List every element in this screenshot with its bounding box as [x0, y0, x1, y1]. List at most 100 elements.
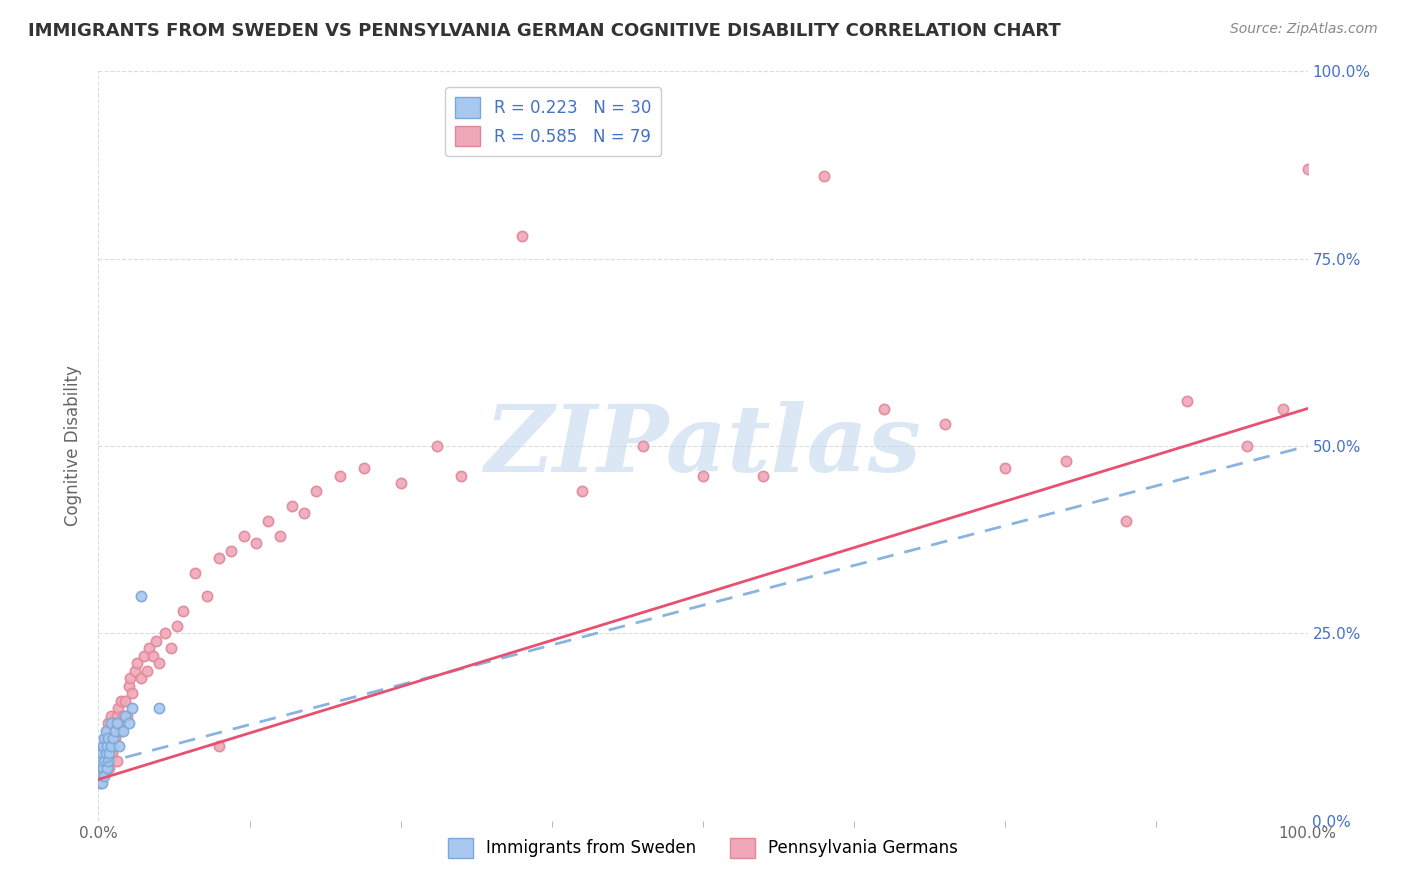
Point — [96, 739, 118, 753]
Point — [93, 754, 115, 768]
Point — [91, 769, 114, 783]
Point — [873, 401, 896, 416]
Point — [208, 551, 231, 566]
Point — [329, 469, 352, 483]
Point — [98, 761, 121, 775]
Point — [107, 701, 129, 715]
Point — [89, 761, 111, 775]
Point — [105, 754, 128, 768]
Point — [172, 604, 194, 618]
Point — [90, 761, 112, 775]
Point — [134, 648, 156, 663]
Point — [101, 731, 124, 746]
Point — [103, 723, 125, 738]
Point — [96, 723, 118, 738]
Point — [108, 723, 131, 738]
Point — [934, 417, 956, 431]
Point — [91, 746, 114, 760]
Point — [96, 746, 118, 760]
Point — [101, 716, 124, 731]
Point — [389, 476, 412, 491]
Point — [269, 529, 291, 543]
Point — [93, 769, 115, 783]
Point — [256, 514, 278, 528]
Point — [813, 169, 835, 184]
Point — [108, 716, 131, 731]
Point — [111, 723, 134, 738]
Point — [105, 716, 128, 731]
Point — [114, 694, 136, 708]
Point — [89, 776, 111, 790]
Point — [105, 708, 128, 723]
Point — [100, 708, 122, 723]
Point — [100, 746, 122, 760]
Point — [510, 229, 533, 244]
Point — [138, 641, 160, 656]
Point — [94, 731, 117, 746]
Text: IMMIGRANTS FROM SWEDEN VS PENNSYLVANIA GERMAN COGNITIVE DISABILITY CORRELATION C: IMMIGRANTS FROM SWEDEN VS PENNSYLVANIA G… — [28, 22, 1062, 40]
Point — [121, 701, 143, 715]
Point — [292, 507, 315, 521]
Point — [97, 716, 120, 731]
Point — [104, 731, 127, 746]
Point — [160, 641, 183, 656]
Point — [90, 769, 112, 783]
Point — [94, 746, 117, 760]
Point — [450, 469, 472, 483]
Point — [148, 657, 170, 671]
Point — [208, 739, 231, 753]
Point — [221, 544, 243, 558]
Point — [129, 671, 152, 685]
Point — [166, 619, 188, 633]
Point — [631, 439, 654, 453]
Point — [97, 731, 120, 746]
Point — [91, 754, 114, 768]
Point — [91, 746, 114, 760]
Point — [121, 686, 143, 700]
Point — [108, 739, 131, 753]
Point — [1296, 161, 1319, 176]
Point — [93, 739, 115, 753]
Point — [124, 664, 146, 678]
Point — [692, 469, 714, 483]
Point — [100, 716, 122, 731]
Point — [117, 708, 139, 723]
Point — [232, 529, 254, 543]
Point — [145, 633, 167, 648]
Point — [101, 739, 124, 753]
Point — [97, 754, 120, 768]
Point — [93, 731, 115, 746]
Point — [93, 754, 115, 768]
Point — [129, 589, 152, 603]
Point — [98, 746, 121, 760]
Y-axis label: Cognitive Disability: Cognitive Disability — [65, 366, 83, 526]
Point — [184, 566, 207, 581]
Point — [100, 739, 122, 753]
Point — [94, 723, 117, 738]
Point — [195, 589, 218, 603]
Point — [994, 461, 1017, 475]
Point — [305, 483, 328, 498]
Point — [118, 671, 141, 685]
Point — [353, 461, 375, 475]
Point — [1236, 439, 1258, 453]
Point — [245, 536, 267, 550]
Point — [118, 716, 141, 731]
Point — [1115, 514, 1137, 528]
Point — [91, 739, 114, 753]
Point — [96, 761, 118, 775]
Text: Source: ZipAtlas.com: Source: ZipAtlas.com — [1230, 22, 1378, 37]
Point — [127, 657, 149, 671]
Point — [1272, 401, 1295, 416]
Point — [89, 769, 111, 783]
Point — [90, 754, 112, 768]
Point — [142, 648, 165, 663]
Legend: Immigrants from Sweden, Pennsylvania Germans: Immigrants from Sweden, Pennsylvania Ger… — [441, 831, 965, 864]
Point — [281, 499, 304, 513]
Point — [91, 761, 114, 775]
Point — [98, 739, 121, 753]
Point — [153, 626, 176, 640]
Point — [1175, 394, 1198, 409]
Point — [752, 469, 775, 483]
Point — [110, 694, 132, 708]
